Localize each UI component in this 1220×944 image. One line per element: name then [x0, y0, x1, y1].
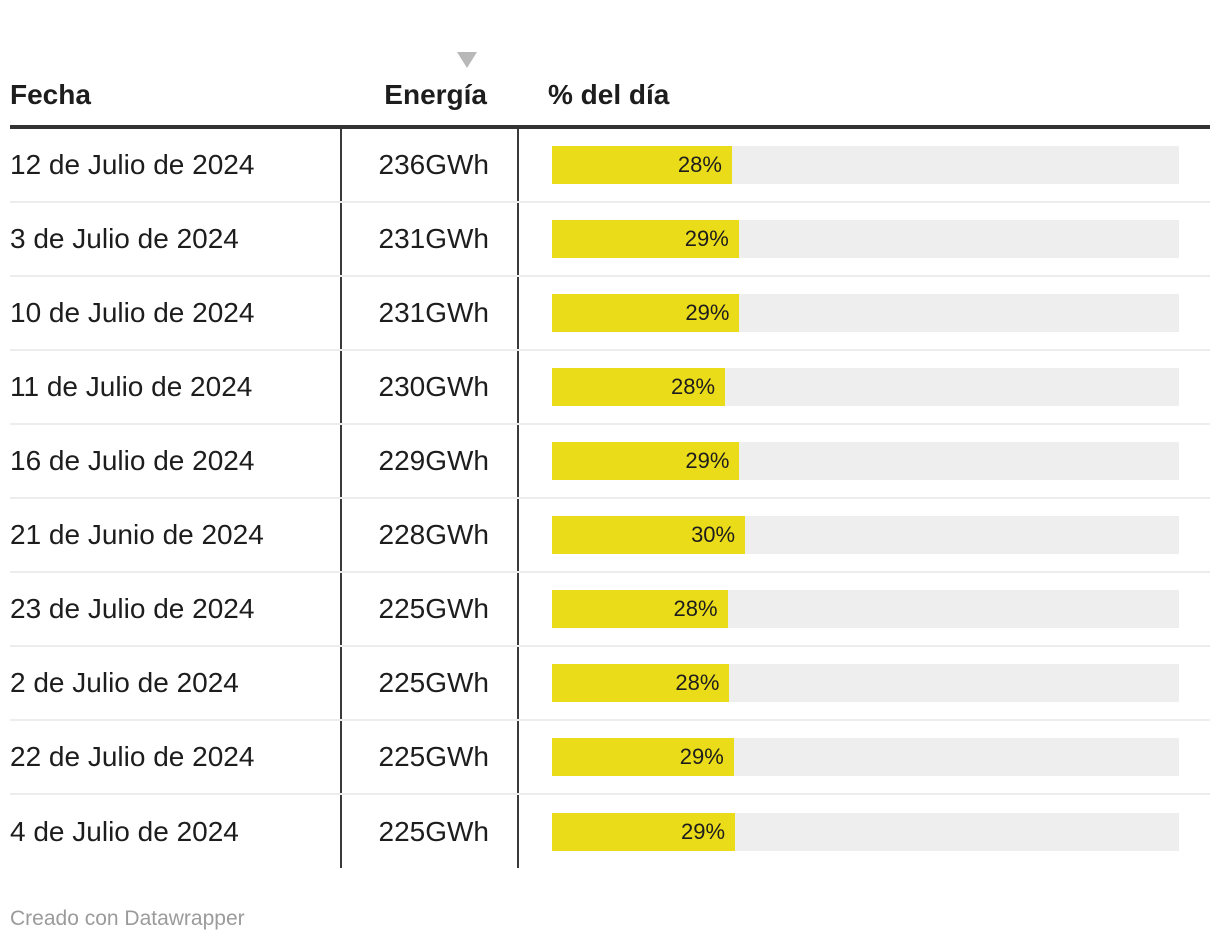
percent-bar: 29% — [552, 294, 740, 332]
table-row: 16 de Julio de 2024 229GWh 29% — [10, 425, 1210, 499]
percent-bar-track: 28% — [552, 590, 1179, 628]
table-row: 3 de Julio de 2024 231GWh 29% — [10, 203, 1210, 277]
column-header-fecha[interactable]: Fecha — [10, 79, 91, 110]
percent-bar-track: 28% — [552, 146, 1179, 184]
percent-bar-track: 29% — [552, 442, 1179, 480]
column-header-pct-del-dia[interactable]: % del día — [548, 79, 670, 110]
percent-label: 29% — [681, 819, 726, 844]
energy-cell: 231GWh — [378, 223, 490, 254]
energy-cell: 228GWh — [378, 519, 490, 550]
percent-bar: 28% — [552, 590, 728, 628]
date-cell: 2 de Julio de 2024 — [10, 667, 239, 698]
date-cell: 16 de Julio de 2024 — [10, 445, 255, 476]
percent-cell: 29% — [519, 220, 1210, 258]
energy-cell: 230GWh — [378, 371, 490, 402]
table-row: 10 de Julio de 2024 231GWh 29% — [10, 277, 1210, 351]
percent-bar: 28% — [552, 146, 732, 184]
energy-cell: 225GWh — [378, 816, 490, 847]
percent-label: 29% — [685, 300, 730, 325]
percent-label: 28% — [673, 596, 718, 621]
percent-label: 29% — [684, 226, 729, 251]
percent-label: 30% — [691, 522, 736, 547]
table-body: 12 de Julio de 2024 236GWh 28% 3 de Juli… — [10, 129, 1210, 869]
column-header-energia[interactable]: Energía — [384, 79, 487, 110]
date-cell: 10 de Julio de 2024 — [10, 297, 255, 328]
date-cell: 3 de Julio de 2024 — [10, 223, 239, 254]
percent-bar: 29% — [552, 220, 739, 258]
percent-bar-track: 29% — [552, 294, 1179, 332]
percent-bar: 29% — [552, 442, 740, 480]
percent-label: 28% — [671, 374, 716, 399]
percent-cell: 29% — [519, 738, 1210, 776]
percent-bar-track: 29% — [552, 220, 1179, 258]
table-row: 2 de Julio de 2024 225GWh 28% — [10, 647, 1210, 721]
percent-bar: 29% — [552, 813, 736, 851]
date-cell: 12 de Julio de 2024 — [10, 149, 255, 180]
table-row: 4 de Julio de 2024 225GWh 29% — [10, 795, 1210, 869]
table-row: 23 de Julio de 2024 225GWh 28% — [10, 573, 1210, 647]
date-cell: 23 de Julio de 2024 — [10, 593, 255, 624]
table-row: 21 de Junio de 2024 228GWh 30% — [10, 499, 1210, 573]
date-cell: 21 de Junio de 2024 — [10, 519, 264, 550]
date-cell: 11 de Julio de 2024 — [10, 371, 253, 402]
percent-label: 29% — [679, 744, 724, 769]
percent-cell: 28% — [519, 590, 1210, 628]
percent-bar: 30% — [552, 516, 746, 554]
percent-bar-track: 28% — [552, 664, 1179, 702]
percent-bar: 29% — [552, 738, 734, 776]
percent-bar: 28% — [552, 368, 726, 406]
percent-label: 29% — [685, 448, 730, 473]
energy-cell: 225GWh — [378, 593, 490, 624]
percent-cell: 30% — [519, 516, 1210, 554]
energy-cell: 236GWh — [378, 149, 490, 180]
percent-cell: 28% — [519, 664, 1210, 702]
date-cell: 22 de Julio de 2024 — [10, 741, 255, 772]
percent-cell: 29% — [519, 442, 1210, 480]
energy-cell: 229GWh — [378, 445, 490, 476]
energy-cell: 225GWh — [378, 741, 490, 772]
percent-bar-track: 30% — [552, 516, 1179, 554]
datawrapper-credit-link[interactable]: Creado con Datawrapper — [10, 907, 245, 930]
header-rule — [10, 125, 1210, 129]
sort-descending-icon — [457, 52, 477, 68]
percent-bar-track: 29% — [552, 813, 1179, 851]
energy-cell: 225GWh — [378, 667, 490, 698]
energy-cell: 231GWh — [378, 297, 490, 328]
table-row: 12 de Julio de 2024 236GWh 28% — [10, 129, 1210, 203]
percent-label: 28% — [675, 670, 720, 695]
percent-cell: 28% — [519, 368, 1210, 406]
percent-label: 28% — [677, 152, 722, 177]
date-cell: 4 de Julio de 2024 — [10, 816, 239, 847]
percent-bar-track: 29% — [552, 738, 1179, 776]
percent-cell: 28% — [519, 146, 1210, 184]
table-row: 11 de Julio de 2024 230GWh 28% — [10, 351, 1210, 425]
percent-cell: 29% — [519, 813, 1210, 851]
percent-cell: 29% — [519, 294, 1210, 332]
percent-bar-track: 28% — [552, 368, 1179, 406]
percent-bar: 28% — [552, 664, 730, 702]
table-row: 22 de Julio de 2024 225GWh 29% — [10, 721, 1210, 795]
